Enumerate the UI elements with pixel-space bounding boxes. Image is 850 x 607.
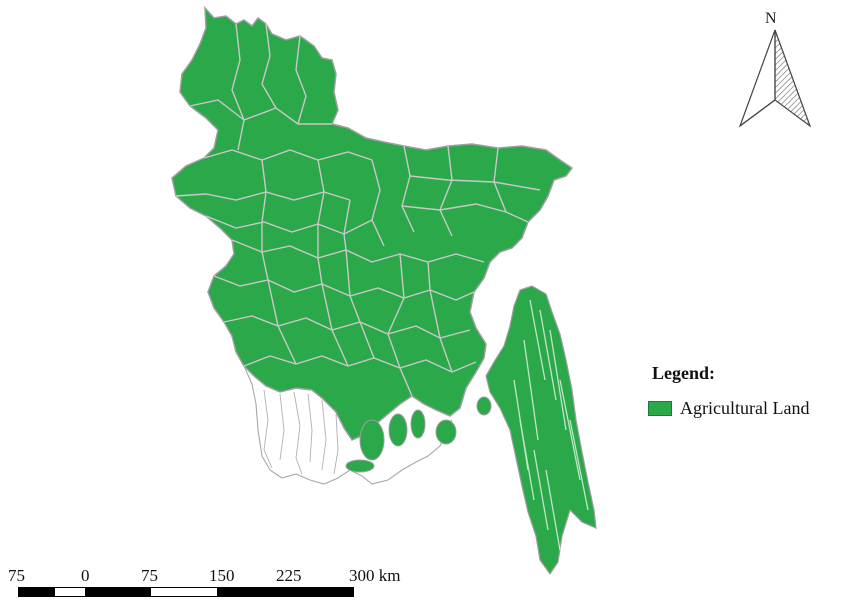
north-arrow-icon	[730, 8, 820, 133]
scale-segment	[19, 588, 55, 596]
islands	[345, 396, 492, 473]
district-boundaries	[175, 23, 541, 397]
scale-segment	[217, 588, 283, 596]
scale-segment	[55, 588, 85, 596]
legend-swatch	[648, 401, 672, 416]
scale-labels: 75 0 75 150 225 300 km	[0, 566, 430, 586]
southeast-pattern	[513, 299, 589, 551]
scale-segment	[283, 588, 353, 596]
southeast-strip	[485, 285, 597, 576]
scale-segment	[85, 588, 151, 596]
north-label: N	[765, 10, 777, 27]
scale-label: 75	[141, 566, 158, 585]
coastal-creeks	[263, 389, 339, 475]
scale-label: 0	[81, 566, 90, 585]
scale-label: 75	[8, 566, 25, 585]
legend-label: Agricultural Land	[680, 398, 810, 418]
coastal-outline	[243, 365, 453, 485]
scale-label: 225	[276, 566, 302, 585]
scale-segment	[151, 588, 217, 596]
legend-item-agricultural: Agricultural Land	[648, 398, 809, 419]
scale-label: 300 km	[349, 566, 401, 585]
scale-label: 150	[209, 566, 235, 585]
legend-title: Legend:	[652, 363, 715, 383]
country-mainland	[171, 5, 574, 441]
scale-bar	[18, 587, 354, 597]
